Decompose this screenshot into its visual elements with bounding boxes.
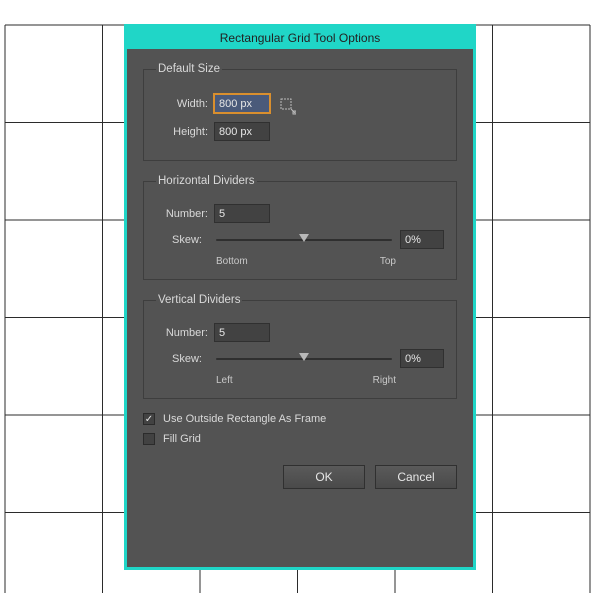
constrain-proportions-icon[interactable] <box>280 98 296 121</box>
v-number-label: Number: <box>156 327 214 339</box>
h-skew-input[interactable] <box>400 230 444 249</box>
height-input[interactable] <box>214 122 270 141</box>
v-skew-label: Skew: <box>156 353 208 365</box>
dialog-window: Rectangular Grid Tool Options Default Si… <box>124 24 476 570</box>
h-skew-label: Skew: <box>156 234 208 246</box>
h-skew-thumb[interactable] <box>299 234 309 242</box>
h-skew-right-label: Top <box>380 256 396 267</box>
h-number-input[interactable] <box>214 204 270 223</box>
h-number-label: Number: <box>156 208 214 220</box>
dialog-title: Rectangular Grid Tool Options <box>127 27 473 49</box>
vertical-dividers-legend: Vertical Dividers <box>156 294 242 306</box>
cancel-button[interactable]: Cancel <box>375 465 457 489</box>
v-skew-left-label: Left <box>216 375 233 386</box>
checkbox-icon <box>143 433 155 445</box>
checkbox-icon: ✓ <box>143 413 155 425</box>
h-skew-slider[interactable] <box>216 233 392 247</box>
use-outside-rectangle-checkbox[interactable]: ✓ Use Outside Rectangle As Frame <box>143 413 457 425</box>
v-skew-thumb[interactable] <box>299 353 309 361</box>
default-size-group: Default Size Width: Height: <box>143 63 457 161</box>
v-number-input[interactable] <box>214 323 270 342</box>
v-skew-slider[interactable] <box>216 352 392 366</box>
horizontal-dividers-legend: Horizontal Dividers <box>156 175 257 187</box>
v-skew-input[interactable] <box>400 349 444 368</box>
fill-grid-checkbox[interactable]: Fill Grid <box>143 433 457 445</box>
ok-button[interactable]: OK <box>283 465 365 489</box>
vertical-dividers-group: Vertical Dividers Number: Skew: Left Rig… <box>143 294 457 399</box>
width-label: Width: <box>156 98 214 110</box>
height-label: Height: <box>156 126 214 138</box>
horizontal-dividers-group: Horizontal Dividers Number: Skew: Bottom… <box>143 175 457 280</box>
h-skew-left-label: Bottom <box>216 256 248 267</box>
fill-grid-label: Fill Grid <box>163 433 201 445</box>
default-size-legend: Default Size <box>156 63 222 75</box>
v-skew-right-label: Right <box>373 375 396 386</box>
use-outside-rectangle-label: Use Outside Rectangle As Frame <box>163 413 326 425</box>
dialog-panel: Default Size Width: Height: Horizontal D… <box>127 49 473 567</box>
width-input[interactable] <box>214 94 270 113</box>
